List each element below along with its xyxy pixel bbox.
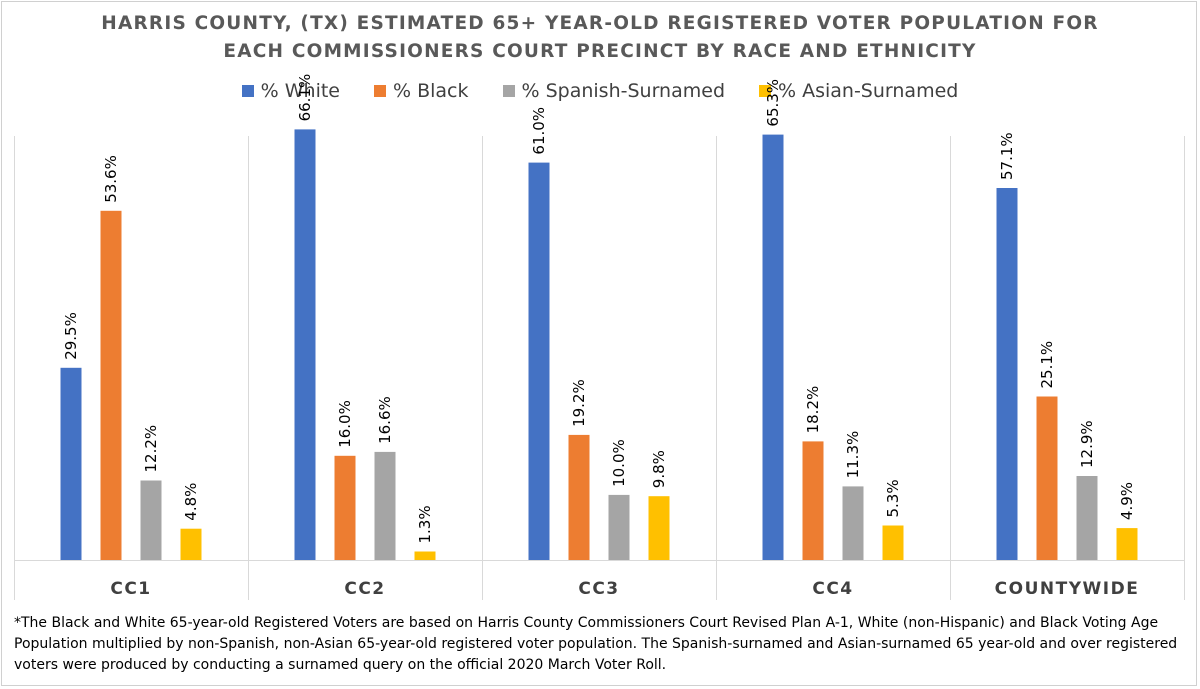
data-label: 4.9% [1118,482,1136,520]
chart-title-line2: EACH COMMISSIONERS COURT PRECINCT BY RAC… [223,41,977,62]
bar [414,551,436,560]
data-label: 66.1% [296,74,314,122]
data-label: 53.6% [102,155,120,203]
data-label: 19.2% [570,379,588,427]
bar [762,134,784,560]
bar [996,188,1018,560]
data-label: 18.2% [804,386,822,434]
data-label: 16.0% [336,400,354,448]
chart-title: HARRIS COUNTY, (TX) ESTIMATED 65+ YEAR-O… [0,10,1200,66]
data-label: 16.6% [376,396,394,444]
legend-label-black: % Black [393,80,469,102]
data-label: 29.5% [62,312,80,360]
bar [1036,396,1058,560]
x-tick-label: CC2 [344,579,385,599]
bar [608,494,630,560]
legend-swatch-white [241,85,254,97]
bar [374,451,396,560]
legend-label-spanish: % Spanish-Surnamed [521,80,726,102]
bar [180,528,202,560]
footnote: *The Black and White 65-year-old Registe… [14,615,1178,673]
data-label: 5.3% [884,479,902,517]
legend-item-white: % White [241,80,340,102]
legend-swatch-black [374,85,386,97]
legend-label-asian: % Asian-Surnamed [778,80,959,102]
legend-label-white: % White [260,80,340,102]
chart-title-line1: HARRIS COUNTY, (TX) ESTIMATED 65+ YEAR-O… [101,13,1099,34]
bar [1076,476,1098,560]
legend-item-asian: % Asian-Surnamed [759,80,958,102]
bar [60,367,82,560]
bar [100,210,122,561]
x-tick-label: COUNTYWIDE [995,579,1140,599]
bar [648,496,670,560]
bar [882,525,904,560]
data-label: 4.8% [182,483,200,521]
data-label: 1.3% [416,505,434,543]
data-label: 9.8% [650,450,668,488]
legend-swatch-asian [759,85,771,97]
data-label: 25.1% [1038,341,1056,389]
bar [140,480,162,560]
bar [334,455,356,560]
data-label: 12.2% [142,425,160,473]
data-label: 11.3% [844,431,862,479]
x-tick-label: CC1 [110,579,151,599]
data-label: 12.9% [1078,420,1096,468]
bar [528,162,550,560]
data-label: 57.1% [998,132,1016,180]
x-tick-label: CC4 [812,579,853,599]
chart-legend: % White % Black % Spanish-Surnamed % Asi… [0,80,1200,102]
data-label: 10.0% [610,439,628,487]
data-label: 61.0% [530,107,548,155]
legend-swatch-spanish [502,85,515,97]
data-label: 65.3% [764,79,782,127]
legend-item-spanish: % Spanish-Surnamed [502,80,726,102]
bar [568,434,590,560]
x-tick-label: CC3 [578,579,619,599]
bar [294,129,316,560]
legend-item-black: % Black [374,80,469,102]
bar [1116,528,1138,560]
bar [802,441,824,560]
bar [842,486,864,560]
